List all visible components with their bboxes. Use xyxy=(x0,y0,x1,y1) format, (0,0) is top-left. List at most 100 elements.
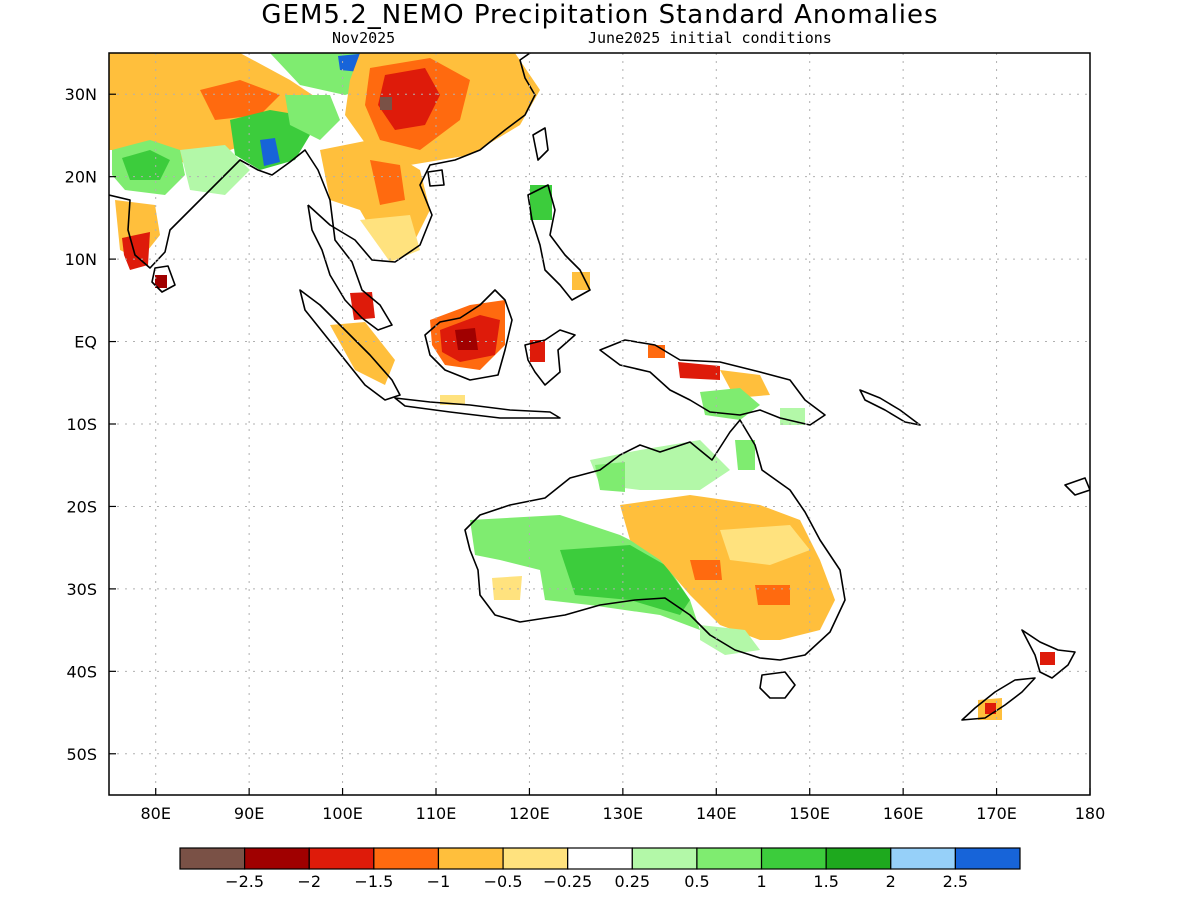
coast-australia xyxy=(464,419,846,661)
y-tick-label: 10S xyxy=(66,415,97,434)
anomaly-region-cape-york-wet xyxy=(735,440,755,470)
anomaly-region-nz-south-core xyxy=(985,703,996,714)
anomaly-region-nsw-core-2 xyxy=(755,585,790,605)
x-tick-label: 90E xyxy=(234,804,264,823)
y-tick-label: 20N xyxy=(65,168,97,187)
anomaly-region-western-india-core xyxy=(122,150,170,180)
x-tick-label: 80E xyxy=(140,804,170,823)
colorbar-swatch xyxy=(502,847,569,870)
anomaly-region-himalaya-green xyxy=(285,95,340,140)
colorbar: −2.5 −2 −1.5 −1 −0.5 −0.25 0.25 0.5 1 1.5 2 2.5 xyxy=(179,847,1021,891)
anomaly-region-nz-north-dry xyxy=(1040,652,1055,665)
anomaly-region-nsw-core xyxy=(690,560,722,580)
colorbar-swatch xyxy=(437,847,504,870)
x-tick-label: 140E xyxy=(696,804,737,823)
y-tick-label: 40S xyxy=(66,662,97,681)
anomaly-region-south-india-core xyxy=(122,232,150,270)
coast-new-guinea xyxy=(599,339,826,426)
x-tick-label: 180 xyxy=(1075,804,1106,823)
coast-hainan xyxy=(427,169,445,187)
colorbar-label: 1 xyxy=(756,872,766,891)
coast-sumatra xyxy=(299,289,401,401)
colorbar-swatch xyxy=(567,847,633,870)
colorbar-swatch xyxy=(631,847,698,870)
anomaly-region-qld-light xyxy=(720,525,810,565)
anomaly-region-central-australia-wet xyxy=(560,545,690,615)
colorbar-swatch xyxy=(179,847,246,870)
coast-philippines xyxy=(527,184,591,301)
colorbar-label: 2.5 xyxy=(943,872,968,891)
anomaly-region-malay-core xyxy=(350,292,375,320)
coast-south-asia xyxy=(109,149,393,331)
anomaly-region-himalaya-dry xyxy=(200,80,280,120)
anomaly-region-sichuan-extreme xyxy=(380,97,392,110)
y-tick-label: EQ xyxy=(74,333,97,352)
init-conditions-label: June2025 initial conditions xyxy=(588,29,832,47)
colorbar-swatch xyxy=(825,847,892,870)
x-tick-label: 120E xyxy=(509,804,550,823)
anomaly-region-deccan xyxy=(180,145,250,195)
y-tick-label: 30S xyxy=(66,580,97,599)
anomaly-region-mindanao-dry xyxy=(572,272,590,290)
x-tick-label: 170E xyxy=(976,804,1017,823)
anomaly-region-victoria-wet xyxy=(700,625,760,655)
x-tick-label: 130E xyxy=(603,804,644,823)
coast-borneo xyxy=(424,289,513,381)
anomaly-region-indochina-light xyxy=(360,215,420,262)
anomaly-shading-layer xyxy=(109,53,1055,720)
colorbar-label: 0.25 xyxy=(614,872,650,891)
colorbar-swatch xyxy=(244,847,310,870)
colorbar-label: −1.5 xyxy=(354,872,393,891)
coast-nz-south xyxy=(961,677,1036,721)
anomaly-region-borneo-extreme xyxy=(455,328,478,350)
colorbar-swatch xyxy=(696,847,763,870)
anomaly-region-north-australia-green xyxy=(595,462,625,492)
chart-title: GEM5.2_NEMO Precipitation Standard Anoma… xyxy=(261,0,939,30)
anomaly-region-indochina-core xyxy=(370,160,405,205)
anomaly-region-sri-lanka xyxy=(155,275,167,288)
anomaly-region-new-guinea-east-wet xyxy=(780,408,805,425)
coast-taiwan xyxy=(532,127,549,161)
coast-nz-north xyxy=(1021,629,1076,679)
axis-ticks: 80E 90E 100E 110E 120E 130E 140E 150E 160E 170E 18… xyxy=(65,85,1106,823)
x-tick-label: 100E xyxy=(322,804,363,823)
colorbar-label: −2 xyxy=(297,872,321,891)
colorbar-label: −2.5 xyxy=(225,872,264,891)
coast-solomons xyxy=(859,389,921,426)
x-tick-label: 160E xyxy=(883,804,924,823)
colorbar-swatch xyxy=(760,847,827,870)
y-tick-label: 10N xyxy=(65,250,97,269)
x-tick-label: 150E xyxy=(789,804,830,823)
anomaly-region-new-guinea-north-core xyxy=(678,362,720,380)
coast-sulawesi xyxy=(524,329,576,386)
coast-fiji xyxy=(1064,477,1090,496)
anomaly-region-bangladesh-core xyxy=(260,138,280,166)
coast-sri-lanka xyxy=(151,265,176,293)
anomaly-region-sulawesi-dry xyxy=(530,340,545,362)
colorbar-swatch xyxy=(890,847,956,870)
colorbar-label: 0.5 xyxy=(684,872,709,891)
colorbar-label: −1 xyxy=(427,872,451,891)
y-tick-label: 30N xyxy=(65,85,97,104)
colorbar-swatch xyxy=(954,847,1021,870)
colorbar-label: −0.25 xyxy=(543,872,592,891)
colorbar-swatch xyxy=(373,847,440,870)
colorbar-label: −0.5 xyxy=(484,872,523,891)
anomaly-region-wa-coast-dry xyxy=(492,576,522,600)
anomaly-region-sichuan-core xyxy=(378,68,440,130)
anomaly-region-luzon-wet xyxy=(530,185,552,220)
colorbar-label: 1.5 xyxy=(813,872,838,891)
colorbar-label: 2 xyxy=(886,872,896,891)
y-tick-label: 50S xyxy=(66,745,97,764)
coast-east-asia xyxy=(307,53,536,263)
coast-java xyxy=(394,397,561,419)
graticule xyxy=(109,53,1090,795)
anomaly-region-sumatra-dry xyxy=(330,322,395,385)
colorbar-swatch xyxy=(308,847,375,870)
valid-month-label: Nov2025 xyxy=(332,29,396,47)
x-tick-label: 110E xyxy=(416,804,457,823)
coast-tasmania xyxy=(759,671,796,699)
coastlines xyxy=(109,53,1090,721)
y-tick-label: 20S xyxy=(66,497,97,516)
